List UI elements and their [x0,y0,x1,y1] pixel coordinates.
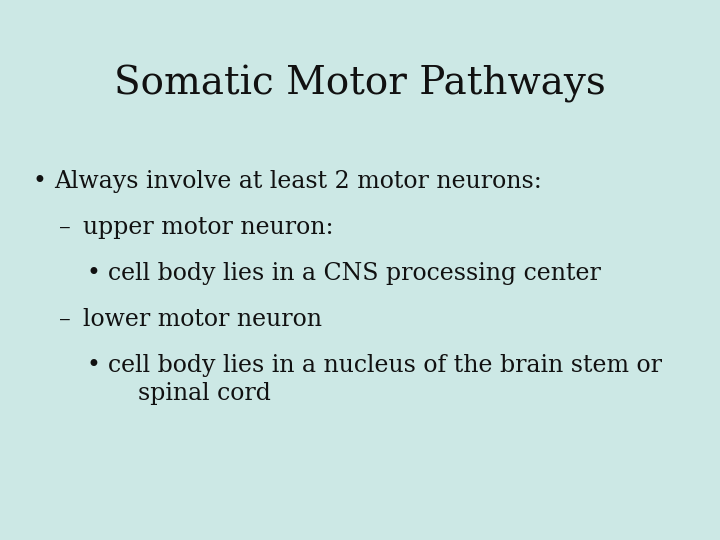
Text: lower motor neuron: lower motor neuron [83,308,322,331]
Text: –: – [59,308,71,331]
Text: cell body lies in a CNS processing center: cell body lies in a CNS processing cente… [108,262,601,285]
Text: –: – [59,216,71,239]
Text: cell body lies in a nucleus of the brain stem or
    spinal cord: cell body lies in a nucleus of the brain… [108,354,662,405]
Text: upper motor neuron:: upper motor neuron: [83,216,333,239]
Text: Always involve at least 2 motor neurons:: Always involve at least 2 motor neurons: [54,170,541,193]
Text: Somatic Motor Pathways: Somatic Motor Pathways [114,65,606,103]
Text: •: • [86,262,101,285]
Text: •: • [32,170,47,193]
Text: •: • [86,354,101,377]
